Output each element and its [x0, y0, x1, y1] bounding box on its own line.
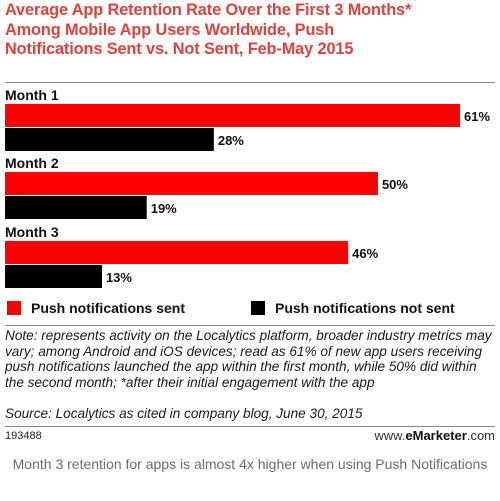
brand-prefix: www. — [374, 428, 406, 443]
bar-chart: Month 1 61% 28% Month 2 50% 19% Month 3 46% 13% — [5, 87, 490, 288]
chart-id: 193488 — [5, 430, 42, 442]
title-divider — [5, 82, 495, 83]
legend-swatch-sent — [7, 301, 21, 315]
category-label: Month 3 — [5, 224, 59, 240]
chart-title: Average App Retention Rate Over the Firs… — [5, 1, 493, 60]
chart-card: Average App Retention Rate Over the Firs… — [5, 1, 495, 443]
data-label: 13% — [106, 270, 132, 285]
bar-push-not-sent — [5, 196, 147, 219]
data-label: 50% — [382, 177, 408, 192]
legend-label-sent: Push notifications sent — [31, 300, 186, 316]
chart-source: Source: Localytics as cited in company b… — [5, 406, 363, 421]
chart-title-line-2: Among Mobile App Users Worldwide, Push — [5, 20, 335, 39]
image-caption: Month 3 retention for apps is almost 4x … — [12, 456, 488, 472]
legend-label-not-sent: Push notifications not sent — [275, 300, 455, 316]
chart-title-line-3: Notifications Sent vs. Not Sent, Feb-May… — [5, 40, 354, 58]
brand-suffix: .com — [466, 428, 495, 443]
notes-divider — [5, 325, 495, 326]
legend-swatch-not-sent — [251, 301, 265, 315]
data-label: 28% — [218, 133, 244, 148]
bar-push-sent — [5, 172, 378, 195]
chart-title-line-1: Average App Retention Rate Over the Firs… — [5, 1, 412, 19]
data-label: 61% — [464, 109, 490, 124]
bar-push-not-sent — [5, 128, 214, 151]
category-label: Month 1 — [5, 87, 59, 103]
bar-push-sent — [5, 104, 460, 127]
legend-item-not-sent: Push notifications not sent — [251, 300, 455, 316]
data-label: 46% — [352, 246, 378, 261]
legend-item-sent: Push notifications sent — [7, 300, 185, 316]
category-label: Month 2 — [5, 155, 59, 171]
brand-name: eMarketer — [405, 428, 467, 443]
chart-note: Note: represents activity on the Localyt… — [5, 328, 492, 390]
emarketer-link[interactable]: www.eMarketer.com — [374, 428, 495, 443]
bar-push-not-sent — [5, 265, 102, 288]
data-label: 19% — [151, 201, 177, 216]
footer-divider — [5, 426, 495, 427]
bar-push-sent — [5, 241, 349, 264]
